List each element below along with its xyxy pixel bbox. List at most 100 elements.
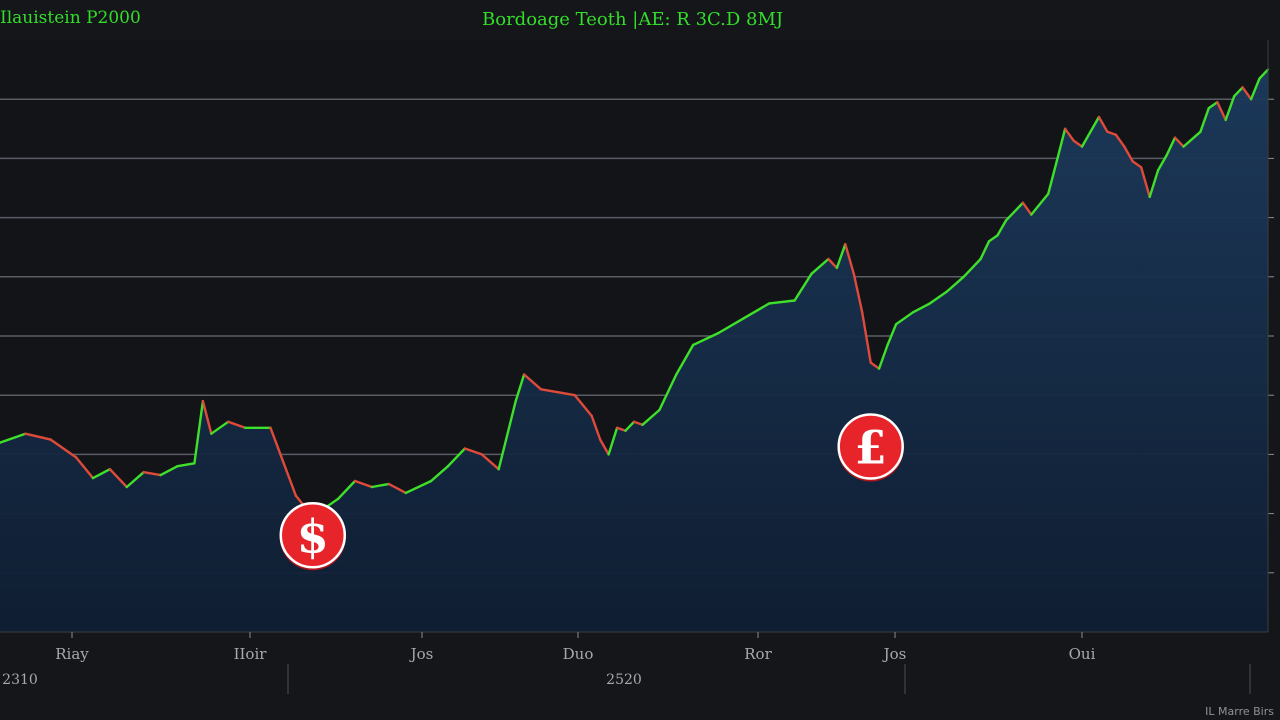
chart-title: Bordoage Teoth |AE: R 3C.D 8MJ (482, 9, 784, 30)
x-axis-ticks: Riay IIoir Jos Duo Ror Jos Oui 2310 2520 (2, 632, 1096, 688)
line-segment-71 (1063, 127, 1075, 142)
line-segment-4 (74, 456, 95, 480)
dollar-marker-glyph: $ (297, 509, 329, 563)
line-segment-42 (658, 373, 678, 412)
line-segment-73 (1080, 115, 1101, 148)
line-segment-40 (632, 420, 644, 426)
x-tick-label-3: Duo (563, 645, 594, 663)
line-segment-25 (429, 465, 450, 483)
corner-title: Ilauistein P2000 (0, 8, 141, 28)
x-tick-label-1: IIoir (234, 645, 268, 663)
line-segment-62 (962, 257, 982, 278)
line-segment-82 (1165, 136, 1177, 157)
line-segment-65 (996, 219, 1008, 237)
line-segment-1 (0, 432, 27, 444)
line-segment-87 (1216, 100, 1227, 122)
line-segment-92 (1258, 68, 1270, 80)
line-segment-74 (1097, 115, 1109, 134)
line-segment-50 (827, 257, 839, 270)
year-label-1: 2520 (606, 672, 642, 688)
line-segment-44 (692, 331, 720, 347)
line-segment-77 (1123, 145, 1134, 163)
line-segment-48 (793, 272, 813, 302)
line-segment-9 (159, 465, 179, 477)
line-segment-70 (1055, 127, 1067, 163)
line-segment-16 (269, 426, 298, 497)
line-segment-90 (1241, 86, 1253, 101)
line-segment-11 (193, 399, 205, 465)
line-segment-60 (928, 290, 948, 305)
line-segment-89 (1232, 86, 1244, 98)
line-segment-46 (742, 302, 771, 320)
line-segment-49 (810, 257, 830, 275)
line-segment-85 (1199, 106, 1211, 134)
line-segment-80 (1148, 168, 1160, 199)
line-segment-56 (877, 343, 889, 370)
line-segment-78 (1131, 160, 1143, 169)
line-segment-12 (201, 399, 213, 435)
line-segment-2 (24, 432, 52, 441)
line-segment-76 (1114, 133, 1126, 148)
line-segment-26 (446, 447, 467, 468)
line-segment-52 (844, 242, 855, 275)
line-segment-54 (861, 311, 872, 364)
line-segment-63 (979, 240, 991, 261)
line-segment-91 (1249, 77, 1261, 101)
line-segment-84 (1182, 130, 1202, 148)
line-segment-8 (142, 471, 162, 477)
line-segment-5 (91, 468, 112, 480)
line-segment-68 (1030, 192, 1050, 216)
line-segment-43 (675, 343, 695, 376)
line-segment-7 (125, 471, 145, 489)
line-segment-51 (835, 242, 847, 270)
line-segment-38 (615, 426, 627, 432)
line-segment-39 (624, 420, 636, 432)
line-segment-59 (911, 302, 932, 314)
line-segment-41 (641, 408, 661, 426)
line-segment-81 (1156, 154, 1168, 172)
line-segment-24 (404, 479, 433, 495)
line-segment-69 (1046, 160, 1058, 196)
footer-note: IL Marre Birs (1205, 705, 1274, 718)
price-area (0, 69, 1268, 633)
line-segment-64 (987, 234, 999, 243)
line-segment-22 (370, 482, 391, 489)
line-segment-10 (176, 462, 196, 468)
line-segment-79 (1139, 166, 1151, 199)
dollar-marker-icon (279, 502, 347, 569)
line-segment-21 (353, 479, 374, 489)
line-segment-33 (556, 391, 576, 397)
line-segment-35 (590, 414, 602, 441)
year-label-0: 2310 (2, 672, 38, 688)
line-segment-3 (49, 438, 78, 459)
line-segment-57 (886, 323, 898, 347)
line-segment-34 (573, 394, 593, 418)
line-segment-67 (1021, 201, 1033, 216)
line-segment-58 (894, 311, 915, 326)
line-segment-66 (1004, 201, 1025, 222)
line-segment-36 (599, 438, 610, 456)
line-segment-29 (497, 399, 517, 471)
x-tick-label-4: Ror (744, 645, 772, 663)
line-segment-47 (768, 299, 796, 305)
line-segment-37 (607, 426, 619, 456)
line-segment-28 (480, 453, 500, 471)
line-segment-32 (539, 388, 560, 394)
x-tick-label-6: Oui (1069, 645, 1096, 663)
line-segment-45 (717, 317, 746, 335)
x-tick-label-5: Jos (882, 645, 907, 663)
line-segment-14 (226, 420, 247, 429)
line-segment-30 (514, 373, 526, 403)
line-segment-88 (1224, 94, 1236, 122)
line-segment-13 (210, 420, 230, 435)
line-segment-6 (108, 468, 129, 489)
pound-marker-icon (837, 413, 904, 480)
x-tick-label-0: Riay (55, 645, 89, 663)
line-segment-31 (522, 373, 543, 391)
line-segment-86 (1207, 100, 1219, 110)
line-segment-75 (1106, 130, 1118, 136)
x-tick-label-2: Jos (409, 645, 434, 663)
line-segment-72 (1072, 139, 1084, 148)
line-segment-55 (869, 361, 881, 370)
